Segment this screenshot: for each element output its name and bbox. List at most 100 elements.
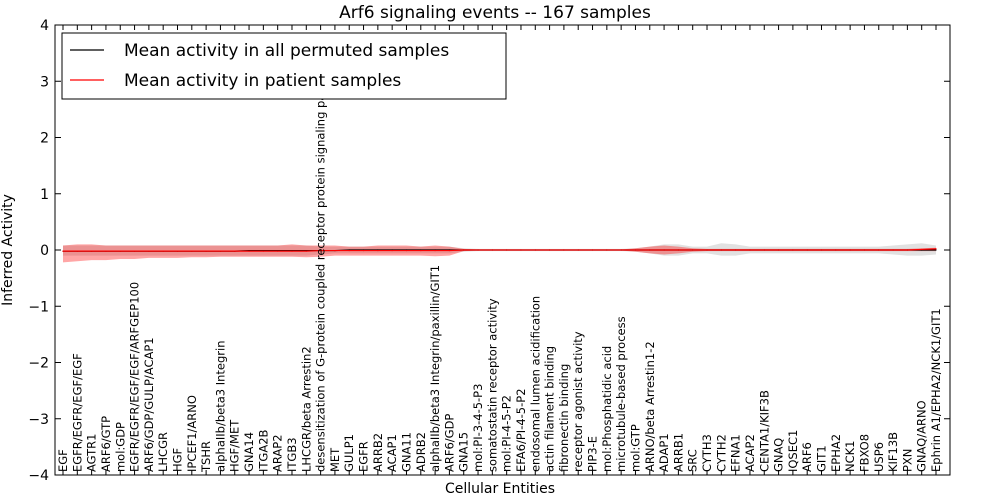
point-patient xyxy=(506,249,508,251)
category-label: EFNA1 xyxy=(729,434,743,472)
point-patient xyxy=(119,250,121,252)
legend-label-permuted: Mean activity in all permuted samples xyxy=(124,41,449,61)
point-patient xyxy=(649,249,651,251)
category-label: alphaIIb/beta3 Integrin/paxillin/GIT1 xyxy=(428,265,442,472)
y-tick-label: 2 xyxy=(40,131,49,147)
band-patient xyxy=(63,244,936,263)
point-patient xyxy=(491,249,493,251)
point-patient xyxy=(792,249,794,251)
point-patient xyxy=(348,249,350,252)
point-patient xyxy=(835,249,837,251)
point-patient xyxy=(692,249,694,251)
point-patient xyxy=(76,250,78,252)
point-patient xyxy=(133,250,136,252)
point-patient xyxy=(849,249,851,251)
y-tick-label: 0 xyxy=(40,243,49,259)
point-patient xyxy=(219,250,222,252)
category-label: endosomal lumen acidification xyxy=(528,296,542,472)
point-patient xyxy=(534,249,536,251)
point-patient xyxy=(892,249,894,251)
category-label: ACAP1 xyxy=(385,434,399,472)
point-patient xyxy=(105,250,107,252)
category-label: GNAQ xyxy=(772,438,786,472)
category-label: mol:GTP xyxy=(628,424,642,472)
point-patient xyxy=(434,249,436,252)
category-label: NCK1 xyxy=(843,440,857,472)
point-patient xyxy=(720,249,722,251)
category-label: EFA6/PI-4-5-P2 xyxy=(514,388,528,472)
chart-title: Arf6 signaling events -- 167 samples xyxy=(339,3,651,23)
point-patient xyxy=(176,250,179,252)
category-label: FBXO8 xyxy=(857,434,871,472)
y-tick-label: 3 xyxy=(40,74,49,90)
category-label: mol:Phosphatidic acid xyxy=(600,346,614,472)
category-label: ARF6/GTP xyxy=(99,416,113,472)
y-axis-label: Inferred Activity xyxy=(0,194,16,306)
y-axis-ticks: −4 −3 −2 −1 0 1 2 3 4 xyxy=(28,18,950,484)
category-label: mol:PI-4-5-P2 xyxy=(500,395,514,472)
category-label: mol:PI-3-4-5-P3 xyxy=(471,384,485,472)
y-tick-label: −2 xyxy=(28,356,49,372)
category-label: EGF xyxy=(56,449,70,472)
category-label: ADRB2 xyxy=(414,432,428,472)
category-label: ITGB3 xyxy=(285,437,299,472)
point-patient xyxy=(377,249,379,252)
category-label: microtubule-based process xyxy=(614,316,628,472)
category-label: ARF6/GDP/GULP/ACAP1 xyxy=(142,337,156,472)
point-patient xyxy=(262,250,264,252)
point-patient xyxy=(806,249,808,251)
category-label: SRC xyxy=(686,449,700,472)
point-permuted xyxy=(935,249,937,251)
category-label: IPCEF1/ARNO xyxy=(185,395,199,472)
point-patient xyxy=(291,250,293,252)
y-tick-label: −3 xyxy=(28,412,49,428)
point-patient xyxy=(477,249,479,251)
category-label: LHCGR/beta Arrestin2 xyxy=(299,346,313,472)
category-label: ARF6 xyxy=(800,442,814,472)
point-patient xyxy=(863,249,866,251)
category-label: ARAP2 xyxy=(271,434,285,472)
point-patient xyxy=(563,249,565,251)
category-label: PXN xyxy=(900,449,914,472)
point-patient xyxy=(448,249,451,252)
category-label: IQSEC1 xyxy=(786,430,800,472)
point-patient xyxy=(205,250,207,252)
line-patient xyxy=(63,248,937,252)
point-patient xyxy=(334,249,336,252)
legend-label-patient: Mean activity in patient samples xyxy=(124,71,401,91)
point-patient xyxy=(677,249,679,251)
point-patient xyxy=(463,249,465,251)
category-label: MET xyxy=(328,447,342,472)
category-label: AGTR1 xyxy=(85,433,99,472)
confidence-bands xyxy=(63,243,936,263)
category-label: USP6 xyxy=(872,442,886,472)
point-patient xyxy=(906,249,908,251)
category-label: ACAP2 xyxy=(743,434,757,472)
category-label: HGF xyxy=(170,448,184,472)
y-tick-label: 1 xyxy=(40,187,49,203)
legend: Mean activity in all permuted samples Me… xyxy=(61,32,507,100)
point-patient xyxy=(91,250,93,252)
point-patient xyxy=(548,249,551,251)
point-patient xyxy=(520,249,522,251)
category-label: ADAP1 xyxy=(657,433,671,472)
category-label: EGFR/EGFR/EGF/EGF/ARFGEP100 xyxy=(128,282,142,472)
category-label: HGF/MET xyxy=(228,419,242,472)
category-label: PIP3-E xyxy=(586,436,600,472)
point-patient xyxy=(405,249,408,252)
category-label: LHCGR xyxy=(156,432,170,472)
point-patient xyxy=(921,248,923,251)
category-label: CENTA1/KIF3B xyxy=(757,390,771,472)
category-label: mol:GDP xyxy=(113,422,127,472)
point-patient xyxy=(820,249,823,251)
category-label: ARF6/GDP xyxy=(442,414,456,472)
point-patient xyxy=(634,249,637,251)
category-label: Ephrin A1/EPHA2/NCK1/GIT1 xyxy=(929,308,943,472)
y-tick-label: −4 xyxy=(28,468,49,484)
category-label: ARRB2 xyxy=(371,433,385,472)
y-tick-label: 4 xyxy=(40,18,49,34)
category-label: somatostatin receptor activity xyxy=(485,298,499,472)
category-labels: EGF EGFR/EGFR/EGF/EGF AGTR1 ARF6/GTP mol:GDP… xyxy=(56,58,943,473)
category-label: alphaIIb/beta3 Integrin xyxy=(213,340,227,472)
